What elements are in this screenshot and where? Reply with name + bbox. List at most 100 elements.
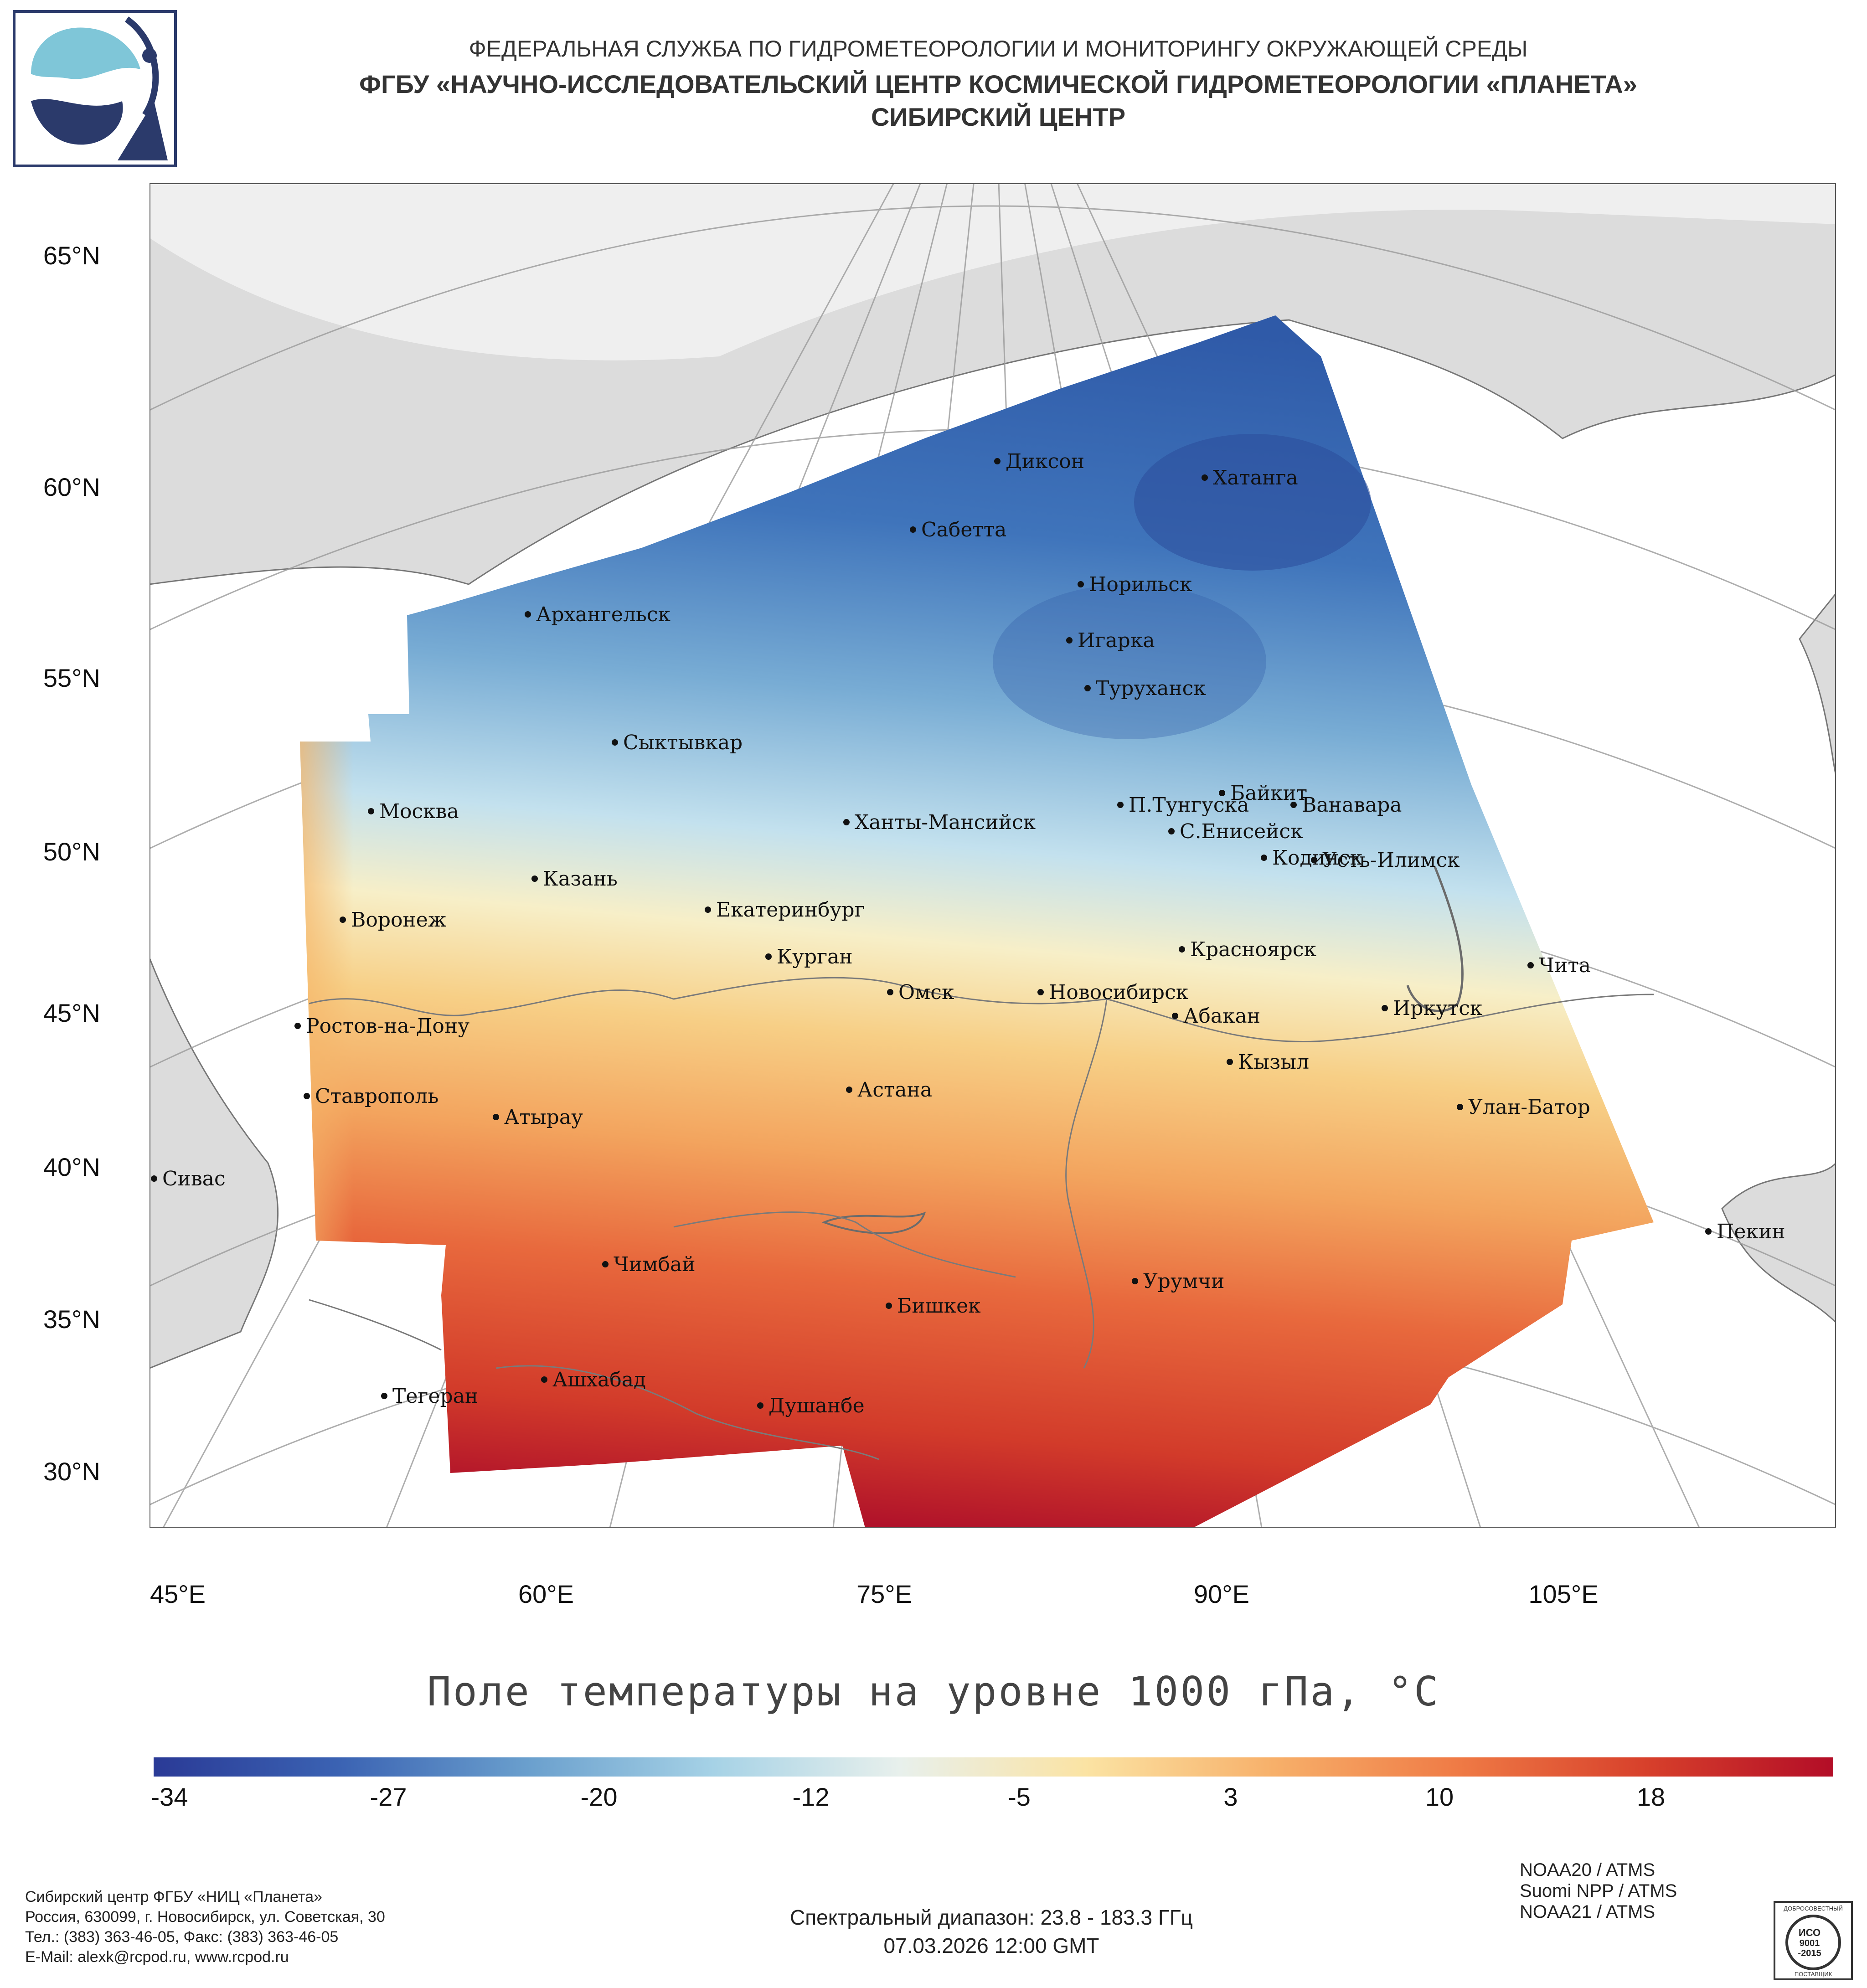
city-label: Абакан <box>1183 1004 1260 1028</box>
contact-line: Россия, 630099, г. Новосибирск, ул. Сове… <box>25 1908 385 1926</box>
city-marker <box>1172 1013 1178 1019</box>
city-label: Туруханск <box>1096 677 1206 700</box>
city-marker <box>1066 637 1073 644</box>
city-label: Курган <box>777 945 853 968</box>
lat-label-65: 65°N <box>43 241 100 270</box>
city-label: С.Енисейск <box>1180 820 1303 843</box>
city-marker <box>541 1376 547 1383</box>
city-label: Ставрополь <box>315 1085 438 1108</box>
colorbar <box>154 1757 1833 1777</box>
city-marker <box>1261 855 1267 861</box>
lon-label-45: 45°E <box>150 1580 206 1608</box>
lon-label-60: 60°E <box>518 1580 574 1608</box>
city-label: Москва <box>379 800 459 823</box>
city-label: Бишкек <box>897 1294 981 1318</box>
city-label: Пекин <box>1717 1220 1785 1243</box>
city-marker <box>1179 946 1185 953</box>
city-marker <box>1037 989 1044 995</box>
city-label: Диксон <box>1006 450 1084 473</box>
city-marker <box>994 458 1001 464</box>
city-label: Хатанга <box>1213 466 1298 489</box>
city-marker <box>843 819 850 825</box>
city-label: Чита <box>1539 954 1591 977</box>
city-label: Улан-Батор <box>1468 1096 1590 1119</box>
city-marker <box>705 906 711 913</box>
header-institute: ФГБУ «НАУЧНО-ИССЛЕДОВАТЕЛЬСКИЙ ЦЕНТР КОС… <box>359 70 1637 98</box>
lon-label-90: 90°E <box>1193 1580 1250 1608</box>
city-marker <box>368 808 374 814</box>
lat-label-50: 50°N <box>43 837 100 866</box>
city-label: Ашхабад <box>552 1368 646 1391</box>
city-marker <box>531 876 538 882</box>
sensor-item: Suomi NPP / ATMS <box>1520 1881 1677 1901</box>
city-marker <box>381 1393 387 1399</box>
city-label: Сабетта <box>921 518 1006 541</box>
city-label: Усть-Илимск <box>1322 849 1460 872</box>
city-marker <box>757 1402 763 1409</box>
city-label: Астана <box>857 1078 932 1102</box>
city-label: Красноярск <box>1190 938 1316 961</box>
city-label: Ханты-Мансийск <box>855 811 1036 834</box>
city-marker <box>1078 581 1084 587</box>
city-marker <box>765 953 772 960</box>
contact-line: E-Mail: alexk@rcpod.ru, www.rcpod.ru <box>25 1948 289 1966</box>
city-marker <box>1219 790 1225 796</box>
colorbar-tick: 10 <box>1425 1782 1454 1811</box>
city-marker <box>493 1114 499 1120</box>
city-marker <box>1311 857 1317 863</box>
colorbar-tick: -27 <box>370 1782 407 1811</box>
city-label: Урумчи <box>1143 1270 1225 1293</box>
city-label: Сивас <box>162 1167 226 1190</box>
city-label: Казань <box>543 867 618 891</box>
planeta-logo <box>13 10 177 167</box>
iso-text: ИСО <box>1799 1927 1821 1938</box>
header-agency: ФЕДЕРАЛЬНАЯ СЛУЖБА ПО ГИДРОМЕТЕОРОЛОГИИ … <box>469 36 1528 62</box>
sensor-list: NOAA20 / ATMS Suomi NPP / ATMS NOAA21 / … <box>1520 1859 1677 1922</box>
lat-label-35: 35°N <box>43 1305 100 1334</box>
iso-badge: ДОБРОСОВЕСТНЫЙ ИСО 9001 -2015 ПОСТАВЩИК <box>1774 1901 1853 1980</box>
temperature-map: Диксон Хатанга Сабетта Норильск Архангельск И… <box>150 183 1836 1528</box>
city-label: Иркутск <box>1393 997 1482 1020</box>
city-marker <box>525 611 531 618</box>
city-marker <box>294 1023 301 1029</box>
city-marker <box>1457 1104 1463 1110</box>
city-marker <box>1084 685 1091 691</box>
city-marker <box>1117 802 1124 808</box>
iso-year: -2015 <box>1798 1948 1821 1958</box>
city-label: Норильск <box>1089 573 1192 596</box>
city-marker <box>602 1261 609 1267</box>
colorbar-tick: 3 <box>1223 1782 1238 1811</box>
iso-top-text: ДОБРОСОВЕСТНЫЙ <box>1784 1905 1843 1912</box>
contact-line: Сибирский центр ФГБУ «НИЦ «Планета» <box>25 1888 322 1906</box>
colorbar-tick: -12 <box>792 1782 830 1811</box>
city-label: Архангельск <box>536 603 670 626</box>
lat-label-30: 30°N <box>43 1457 100 1486</box>
map-title: Поле температуры на уровне 1000 гПа, °C <box>427 1668 1440 1715</box>
city-marker <box>151 1175 157 1182</box>
city-marker <box>1382 1005 1388 1011</box>
city-marker <box>886 1303 892 1309</box>
city-marker <box>887 989 893 995</box>
city-label: Ванавара <box>1302 793 1402 817</box>
colorbar-tick: -20 <box>580 1782 618 1811</box>
lat-label-60: 60°N <box>43 473 100 501</box>
spectral-info: Спектральный диапазон: 23.8 - 183.3 ГГц … <box>684 1903 1299 1960</box>
colorbar-tick: -34 <box>151 1782 188 1811</box>
city-marker <box>846 1087 852 1093</box>
observation-datetime: 07.03.2026 12:00 GMT <box>883 1934 1099 1957</box>
header-center: СИБИРСКИЙ ЦЕНТР <box>871 103 1126 131</box>
sensor-item: NOAA21 / ATMS <box>1520 1902 1656 1922</box>
contact-line: Тел.: (383) 363-46-05, Факс: (383) 363-4… <box>25 1928 339 1946</box>
city-label: Чимбай <box>614 1253 696 1276</box>
city-marker <box>1168 828 1175 834</box>
lon-label-75: 75°E <box>856 1580 913 1608</box>
lat-label-45: 45°N <box>43 999 100 1027</box>
city-marker <box>1227 1059 1233 1065</box>
city-marker <box>612 739 618 746</box>
city-label: Тегеран <box>392 1385 478 1408</box>
city-marker <box>1527 962 1534 968</box>
city-label: П.Тунгуска <box>1129 793 1249 817</box>
lon-label-105: 105°E <box>1528 1580 1599 1608</box>
contact-info: Сибирский центр ФГБУ «НИЦ «Планета» Росс… <box>25 1887 385 1967</box>
city-label: Кызыл <box>1238 1051 1309 1074</box>
